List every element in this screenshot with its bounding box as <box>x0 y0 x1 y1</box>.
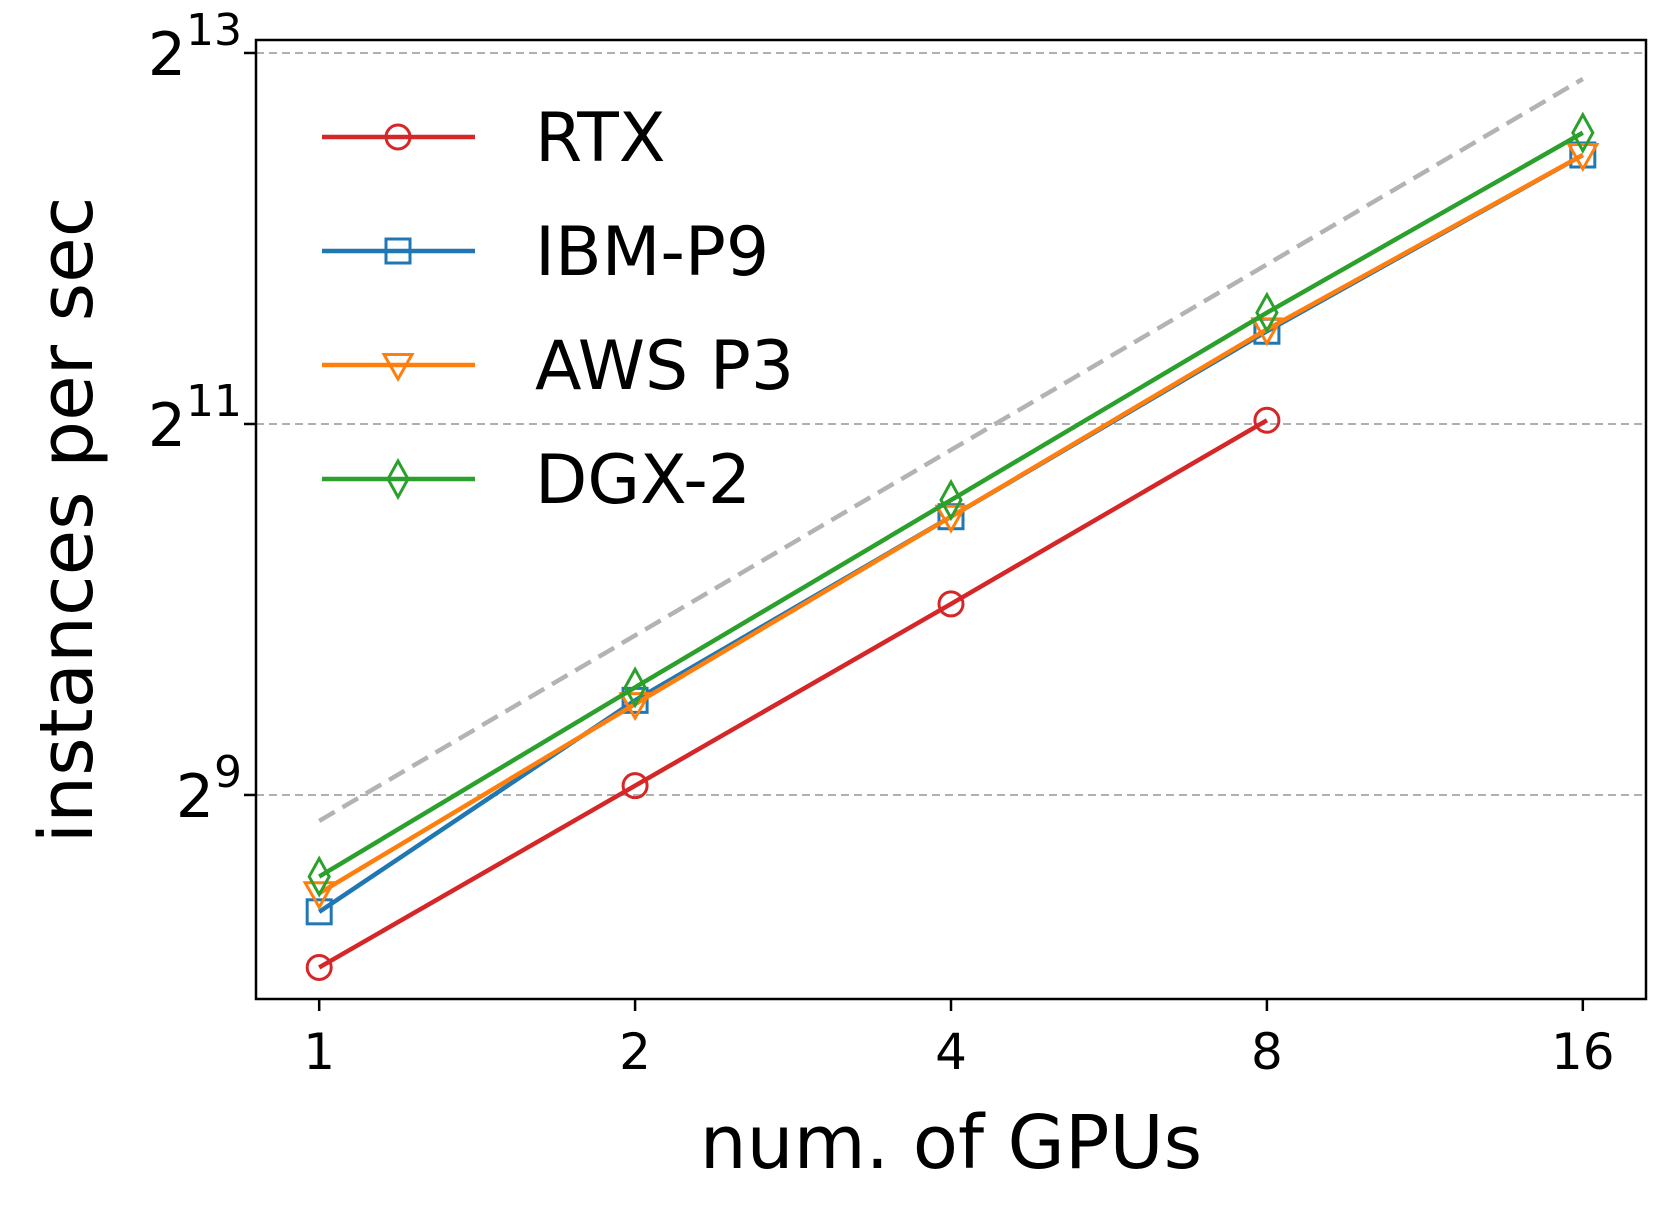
x-tick-label: 1 <box>303 1023 335 1081</box>
x-axis-label: num. of GPUs <box>700 1100 1202 1186</box>
ideal-scaling-line <box>318 77 1584 823</box>
legend-label-ibm-p9: IBM-P9 <box>535 213 769 292</box>
legend-marker-ibm-p9 <box>384 237 412 265</box>
data-point-aws-p3 <box>302 881 336 911</box>
series-line-dgx-2 <box>318 130 1584 879</box>
legend-marker-dgx-2 <box>386 457 410 501</box>
data-point-dgx-2 <box>1571 111 1595 154</box>
ideal-layer <box>318 77 1584 823</box>
data-point-ibm-p9 <box>305 898 333 926</box>
legend-label-rtx: RTX <box>535 99 665 178</box>
data-point-dgx-2 <box>307 855 331 898</box>
data-point-aws-p3 <box>934 504 968 534</box>
axes-layer: 29 211 213 1 2 4 8 16 <box>148 5 1615 1081</box>
x-tick-label: 2 <box>619 1023 651 1081</box>
y-tick-label: 211 <box>148 376 242 461</box>
x-tick-label: 4 <box>935 1023 967 1081</box>
data-point-aws-p3 <box>1250 317 1284 347</box>
y-tick-label: 213 <box>148 5 242 90</box>
legend: RTX IBM-P9 AWS P3 DGX-2 <box>322 99 794 520</box>
legend-marker-rtx <box>384 123 412 151</box>
x-tick-label: 8 <box>1251 1023 1283 1081</box>
data-point-rtx <box>621 772 649 800</box>
data-point-rtx <box>305 953 333 981</box>
series-dgx-2 <box>307 111 1595 898</box>
data-point-aws-p3 <box>618 692 652 722</box>
data-point-rtx <box>937 590 965 618</box>
legend-item-rtx: RTX <box>322 99 665 178</box>
series-layer <box>302 111 1600 981</box>
y-tick-label: 29 <box>176 747 242 832</box>
grid-layer <box>256 51 1646 796</box>
data-point-aws-p3 <box>1566 143 1600 173</box>
legend-item-ibm-p9: IBM-P9 <box>322 213 769 292</box>
series-rtx <box>305 406 1281 981</box>
data-point-rtx <box>1253 406 1281 434</box>
legend-item-aws-p3: AWS P3 <box>322 327 794 406</box>
legend-marker-aws-p3 <box>381 353 415 383</box>
x-tick-label: 16 <box>1551 1023 1615 1081</box>
legend-label-aws-p3: AWS P3 <box>535 327 794 406</box>
series-line-rtx <box>318 418 1269 970</box>
legend-item-dgx-2: DGX-2 <box>322 441 751 520</box>
legend-label-dgx-2: DGX-2 <box>535 441 751 520</box>
data-point-dgx-2 <box>623 666 647 709</box>
y-axis-label: instances per sec <box>24 197 110 844</box>
data-point-dgx-2 <box>939 478 963 522</box>
data-point-dgx-2 <box>1255 291 1279 334</box>
